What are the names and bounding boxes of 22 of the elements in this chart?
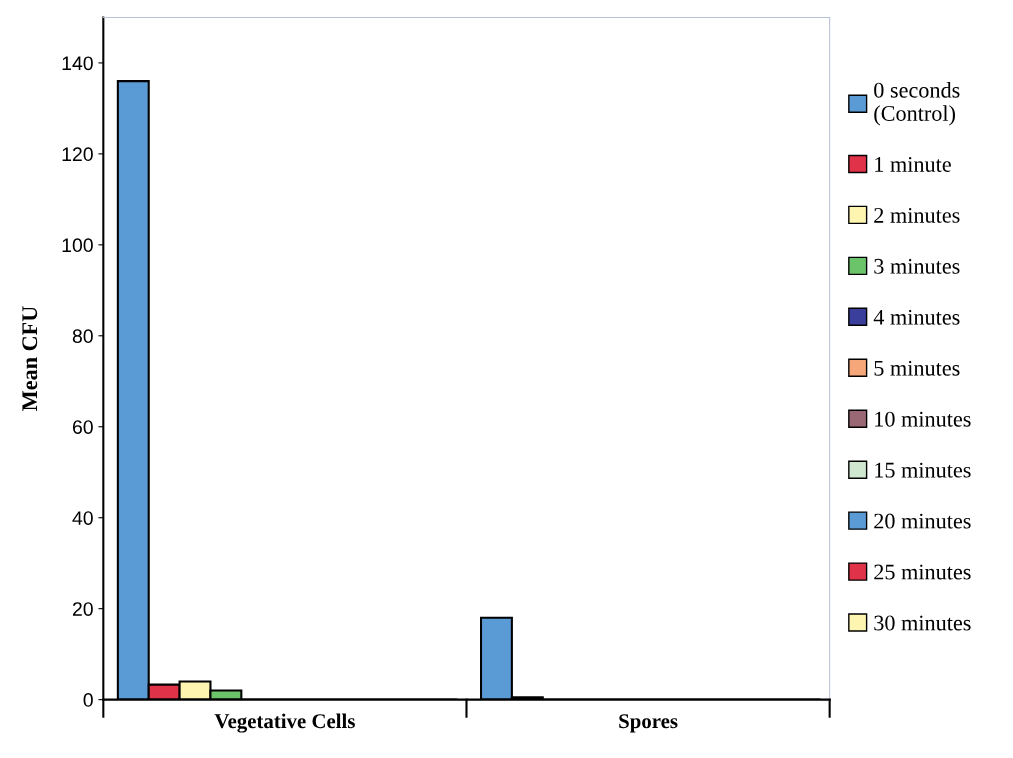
legend-label: 2 minutes: [874, 207, 960, 223]
y-tick-label: 60: [72, 420, 93, 434]
y-tick-label: 40: [72, 511, 93, 525]
y-tick-label: 100: [62, 238, 93, 253]
legend-label: 0 seconds (Control): [874, 82, 960, 126]
y-tick-label: 140: [62, 56, 93, 71]
y-tick-label: 0: [83, 693, 93, 707]
y-tick-label: 120: [62, 147, 93, 162]
legend-label: 10 minutes: [875, 411, 971, 427]
legend-label: 4 minutes: [873, 309, 960, 325]
legend-label: 1 minute: [875, 156, 951, 172]
y-tick-label: 20: [72, 602, 93, 616]
y-tick-label: 80: [72, 329, 93, 344]
legend-label: 25 minutes: [874, 564, 971, 580]
legend-label: 20 minutes: [874, 513, 971, 529]
legend-label: 5 minutes: [874, 360, 960, 376]
x-tick-label: Vegetative Cells: [214, 713, 355, 733]
legend-label: 15 minutes: [875, 462, 971, 478]
x-tick-label: Spores: [619, 714, 678, 733]
legend-label: 3 minutes: [874, 258, 960, 274]
y-axis-title: Mean CFU: [22, 306, 38, 411]
legend-label: 30 minutes: [874, 615, 971, 631]
